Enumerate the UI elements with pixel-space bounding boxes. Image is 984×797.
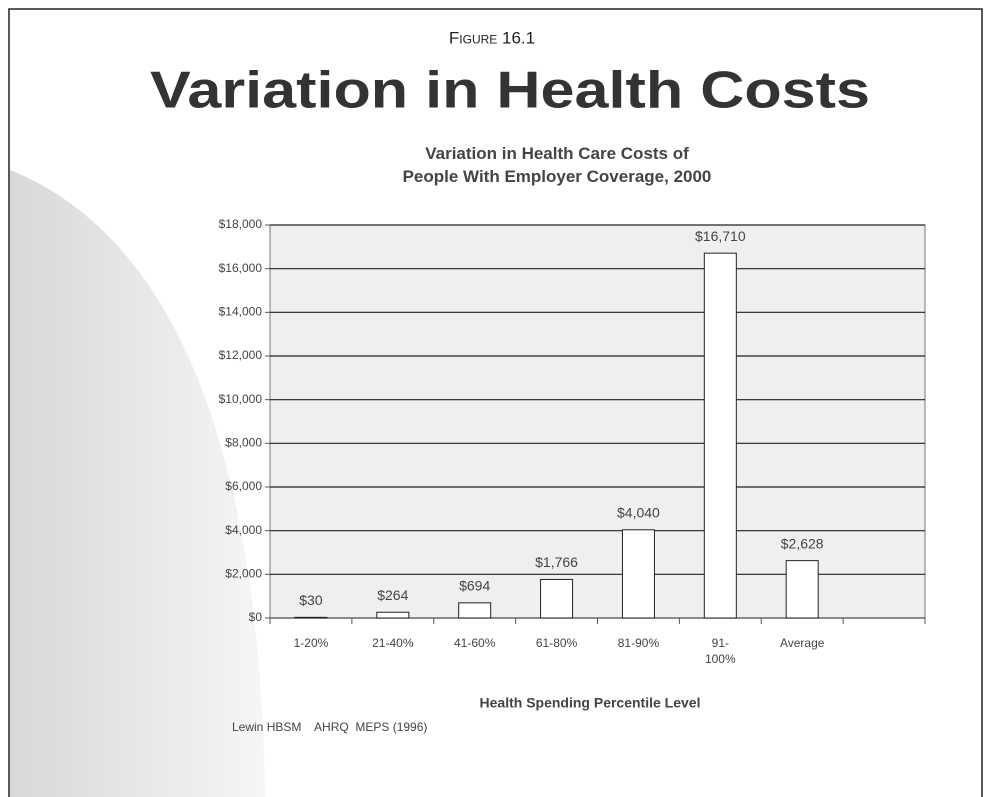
value-label: $1,766 [535,554,578,570]
value-label: $264 [377,587,408,603]
figure-label: Figure 16.1 [449,28,535,47]
bar [458,602,492,619]
value-label: $30 [299,592,323,608]
bar [621,529,655,619]
y-tick-label: $16,000 [219,261,263,275]
x-tick-label: 21-40% [372,636,414,650]
x-axis-label: Health Spending Percentile Level [480,695,701,711]
value-label: $2,628 [781,535,824,551]
y-tick-label: $14,000 [219,305,263,319]
y-tick-label: $12,000 [219,348,263,362]
bar [376,611,410,619]
x-tick-label: 41-60% [454,636,496,650]
x-tick-label: 1-20% [294,636,329,650]
chart-title: Variation in Health Care Costs of People … [403,144,712,186]
source: Lewin HBSM AHRQ MEPS (1996) [232,720,427,734]
value-label: $16,710 [695,228,746,244]
value-label: $4,040 [617,504,660,520]
x-tick-label: Average [780,636,825,650]
plot-area [269,224,926,619]
slide-title: Variation in Health Costs [150,62,870,120]
bar [540,578,574,619]
background-curve [10,170,265,797]
y-tick-label: $6,000 [225,479,262,493]
x-tick-label: 81-90% [618,636,660,650]
y-tick-label: $2,000 [225,567,262,581]
bar [703,252,737,619]
y-tick-label: $4,000 [225,523,262,537]
y-tick-label: $18,000 [219,217,263,231]
x-tick-label: 61-80% [536,636,578,650]
x-tick-label: 91-100% [705,636,736,666]
value-label: $694 [459,578,490,594]
bar [294,616,328,619]
y-tick-label: $8,000 [225,436,262,450]
y-tick-label: $10,000 [219,392,263,406]
bar [785,560,819,619]
y-tick-label: $0 [249,610,263,624]
